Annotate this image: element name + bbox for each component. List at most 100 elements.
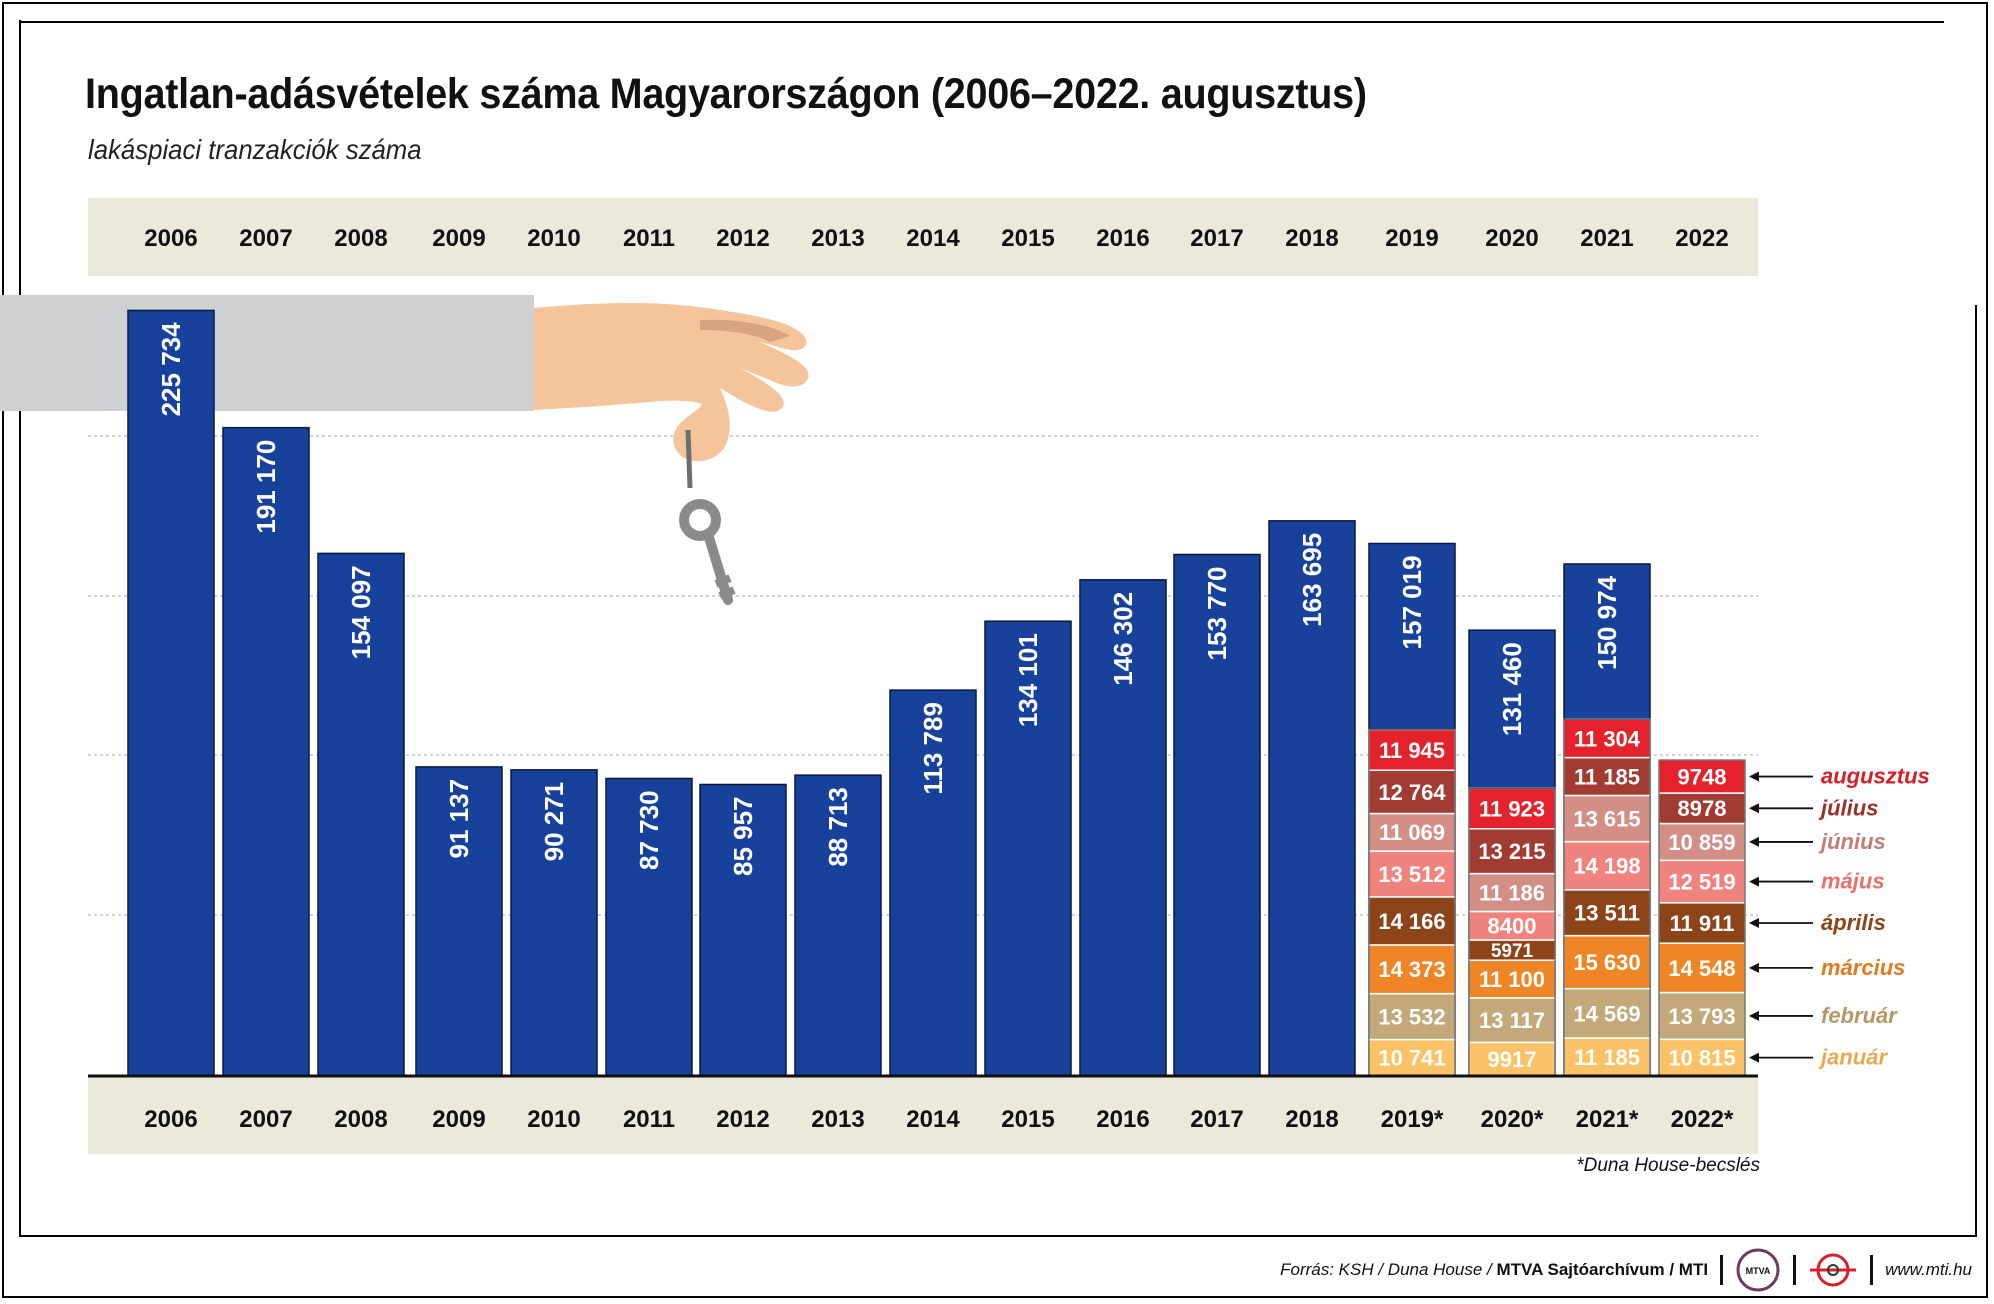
top-year-band <box>88 198 1758 276</box>
month-value-label: 11 185 <box>1574 764 1640 789</box>
hand <box>534 303 809 462</box>
bar-2006 <box>127 309 215 1077</box>
bar-value-label: 150 974 <box>1592 575 1622 670</box>
legend-label-április: április <box>1821 910 1886 935</box>
bar-2016 <box>1079 579 1167 1077</box>
month-value-label: 11 923 <box>1479 796 1545 821</box>
year-label-top: 2006 <box>144 225 197 252</box>
year-label-bottom: 2022* <box>1671 1106 1734 1133</box>
month-segment-május <box>1468 910 1556 941</box>
legend-arrow-head <box>1749 836 1759 847</box>
month-value-label: 14 198 <box>1573 854 1640 879</box>
year-label-bottom: 2019* <box>1381 1106 1444 1133</box>
year-label-top: 2012 <box>716 225 769 252</box>
separator <box>1720 1255 1724 1285</box>
year-label-bottom: 2021* <box>1576 1106 1639 1133</box>
bar-2007 <box>222 426 310 1077</box>
month-value-label: 13 532 <box>1378 1005 1445 1030</box>
month-segment-július <box>1563 756 1651 797</box>
footnote: *Duna House-becslés <box>1576 1155 1760 1176</box>
month-value-label: 8400 <box>1488 914 1537 939</box>
month-value-label: 11 945 <box>1379 738 1445 763</box>
month-segment-június <box>1368 812 1456 852</box>
year-label-bottom: 2010 <box>527 1106 580 1133</box>
bar-value-label: 191 170 <box>251 440 281 534</box>
year-label-top: 2013 <box>811 225 864 252</box>
year-label-bottom: 2014 <box>906 1106 960 1133</box>
legend-arrow-head <box>1749 1052 1759 1063</box>
month-value-label: 13 512 <box>1378 862 1445 887</box>
month-value-label: 13 215 <box>1478 839 1545 864</box>
month-legend: január február március április május június jú… <box>1749 764 1930 1070</box>
month-segment-augusztus <box>1658 759 1746 794</box>
month-value-label: 11 911 <box>1670 911 1735 936</box>
bar-value-label: 90 271 <box>539 782 569 862</box>
legend-label-március: március <box>1821 955 1905 980</box>
year-label-top: 2009 <box>432 225 485 252</box>
year-label-top: 2008 <box>334 225 387 252</box>
year-label-top: 2016 <box>1096 225 1149 252</box>
key-bow <box>679 499 721 541</box>
month-value-label: 9917 <box>1488 1047 1537 1072</box>
year-label-bottom: 2017 <box>1190 1106 1243 1133</box>
year-label-top: 2015 <box>1001 225 1054 252</box>
key-tooth <box>718 586 736 600</box>
bar-2017 <box>1173 553 1261 1077</box>
legend-label-június: június <box>1818 829 1886 854</box>
bar-value-label: 88 713 <box>823 787 853 867</box>
mtva-logo-icon: MTVA <box>1736 1248 1780 1292</box>
key-tooth <box>714 574 732 588</box>
bar-2013 <box>794 774 882 1077</box>
legend-arrow-head <box>1749 962 1759 973</box>
inner-frame <box>19 20 1977 1237</box>
year-label-top: 2017 <box>1190 225 1243 252</box>
legend-arrow-head <box>1749 771 1759 782</box>
mtva-logo-text: MTVA <box>1746 1266 1771 1276</box>
year-label-top: 2021 <box>1580 225 1633 252</box>
year-label-bottom: 2013 <box>811 1106 864 1133</box>
year-label-top: 2014 <box>906 225 960 252</box>
year-label-top: 2022 <box>1675 225 1728 252</box>
month-value-label: 11 069 <box>1379 820 1445 845</box>
year-label-bottom: 2009 <box>432 1106 485 1133</box>
legend-label-augusztus: augusztus <box>1821 764 1930 789</box>
legend-arrow-head <box>1749 918 1759 929</box>
bar-value-label: 157 019 <box>1397 555 1427 649</box>
bar-2015 <box>984 620 1072 1077</box>
hand-key-illustration <box>0 295 809 605</box>
footer: Forrás: KSH / Duna House / MTVA Sajtóarc… <box>1280 1248 1972 1292</box>
month-value-label: 10 741 <box>1378 1046 1445 1071</box>
bar-value-label: 91 137 <box>444 779 474 859</box>
year-label-top: 2007 <box>239 225 292 252</box>
chart-subtitle: lakáspiaci tranzakciók száma <box>88 134 422 165</box>
bar-value-label: 225 734 <box>156 322 186 417</box>
year-label-top: 2019 <box>1385 225 1438 252</box>
legend-arrow-head <box>1749 803 1759 814</box>
legend-arrow-head <box>1749 876 1759 887</box>
bar-value-label: 163 695 <box>1297 533 1327 627</box>
month-segment-augusztus <box>1368 728 1456 771</box>
year-label-bottom: 2016 <box>1096 1106 1149 1133</box>
year-label-top: 2011 <box>623 225 675 252</box>
month-value-label: 5971 <box>1491 941 1534 962</box>
year-label-bottom: 2018 <box>1285 1106 1338 1133</box>
year-label-bottom: 2015 <box>1001 1106 1054 1133</box>
bar-value-label: 146 302 <box>1108 592 1138 686</box>
year-label-top: 2018 <box>1285 225 1338 252</box>
bar-value-label: 134 101 <box>1013 633 1043 727</box>
year-label-bottom: 2008 <box>334 1106 387 1133</box>
year-label-bottom: 2020* <box>1481 1106 1544 1133</box>
month-value-label: 14 166 <box>1378 909 1445 934</box>
month-value-label: 13 615 <box>1573 807 1640 832</box>
legend-label-május: május <box>1821 869 1885 894</box>
month-segment-május <box>1563 840 1651 891</box>
month-value-label: 14 569 <box>1573 1001 1640 1026</box>
sleeve <box>0 295 534 411</box>
month-segment-január <box>1563 1037 1651 1077</box>
bar-2012 <box>699 783 787 1077</box>
year-label-top: 2010 <box>527 225 580 252</box>
year-label-bottom: 2012 <box>716 1106 769 1133</box>
inner-frame-right <box>1975 305 1977 1237</box>
